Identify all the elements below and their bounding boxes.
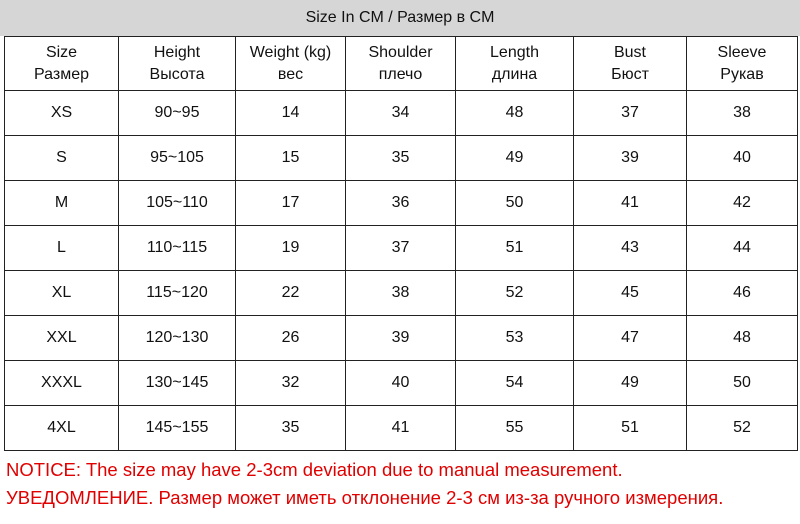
header-line: Length xyxy=(490,43,539,61)
cell: 39 xyxy=(573,135,687,181)
data-row: M 105~110 17 36 50 41 42 xyxy=(4,180,798,226)
column-header: Length длина xyxy=(455,36,574,91)
cell: 38 xyxy=(345,270,456,316)
data-row: 4XL 145~155 35 41 55 51 52 xyxy=(4,405,798,451)
cell: XXL xyxy=(4,315,119,361)
header-line: Shoulder xyxy=(368,43,433,61)
cell: 35 xyxy=(345,135,456,181)
cell: 50 xyxy=(686,360,798,406)
cell: 115~120 xyxy=(118,270,236,316)
cell: 130~145 xyxy=(118,360,236,406)
cell: 40 xyxy=(686,135,798,181)
size-table: Size Размер Height Высота Weight (kg) вес Shou… xyxy=(4,36,798,451)
notice-line: УВЕДОМЛЕНИЕ. Размер может иметь отклонен… xyxy=(6,487,724,508)
cell: 52 xyxy=(455,270,574,316)
data-row: S 95~105 15 35 49 39 40 xyxy=(4,135,798,181)
cell: M xyxy=(4,180,119,226)
cell: 34 xyxy=(345,90,456,136)
column-header: Sleeve Рукав xyxy=(686,36,798,91)
cell: 48 xyxy=(686,315,798,361)
cell: 42 xyxy=(686,180,798,226)
cell: 38 xyxy=(686,90,798,136)
header-line: Бюст xyxy=(611,65,649,83)
header-line: Размер xyxy=(34,65,89,83)
cell: XL xyxy=(4,270,119,316)
cell: 4XL xyxy=(4,405,119,451)
cell: 32 xyxy=(235,360,346,406)
cell: 49 xyxy=(573,360,687,406)
cell: 55 xyxy=(455,405,574,451)
header-line: Рукав xyxy=(720,65,764,83)
column-header: Height Высота xyxy=(118,36,236,91)
cell: 95~105 xyxy=(118,135,236,181)
cell: 50 xyxy=(455,180,574,226)
header-line: плечо xyxy=(378,65,423,83)
notice: NOTICE: The size may have 2-3cm deviatio… xyxy=(6,456,723,512)
cell: 15 xyxy=(235,135,346,181)
cell: 44 xyxy=(686,225,798,271)
data-row: XXXL 130~145 32 40 54 49 50 xyxy=(4,360,798,406)
cell: 43 xyxy=(573,225,687,271)
cell: 35 xyxy=(235,405,346,451)
cell: 48 xyxy=(455,90,574,136)
cell: 45 xyxy=(573,270,687,316)
cell: L xyxy=(4,225,119,271)
column-header: Bust Бюст xyxy=(573,36,687,91)
cell: 51 xyxy=(573,405,687,451)
cell: 14 xyxy=(235,90,346,136)
cell: 40 xyxy=(345,360,456,406)
cell: 26 xyxy=(235,315,346,361)
cell: 120~130 xyxy=(118,315,236,361)
data-row: L 110~115 19 37 51 43 44 xyxy=(4,225,798,271)
cell: 22 xyxy=(235,270,346,316)
cell: 36 xyxy=(345,180,456,226)
cell: XXXL xyxy=(4,360,119,406)
cell: 19 xyxy=(235,225,346,271)
notice-line: NOTICE: The size may have 2-3cm deviatio… xyxy=(6,459,623,480)
cell: 41 xyxy=(573,180,687,226)
header-line: длина xyxy=(491,65,538,83)
cell: 105~110 xyxy=(118,180,236,226)
cell: 17 xyxy=(235,180,346,226)
cell: 37 xyxy=(573,90,687,136)
cell: 39 xyxy=(345,315,456,361)
header-line: Size xyxy=(45,43,78,61)
cell: XS xyxy=(4,90,119,136)
data-row: XXL 120~130 26 39 53 47 48 xyxy=(4,315,798,361)
column-header: Weight (kg) вес xyxy=(235,36,346,91)
cell: 41 xyxy=(345,405,456,451)
header-line: Weight (kg) xyxy=(249,43,332,61)
cell: 145~155 xyxy=(118,405,236,451)
header-line: вес xyxy=(277,65,304,83)
cell: 90~95 xyxy=(118,90,236,136)
cell: 51 xyxy=(455,225,574,271)
cell: 47 xyxy=(573,315,687,361)
header-line: Sleeve xyxy=(717,43,767,61)
data-row: XL 115~120 22 38 52 45 46 xyxy=(4,270,798,316)
cell: 54 xyxy=(455,360,574,406)
column-header: Size Размер xyxy=(4,36,119,91)
header-line: Высота xyxy=(149,65,205,83)
header-line: Bust xyxy=(613,43,646,61)
cell: S xyxy=(4,135,119,181)
column-header: Shoulder плечо xyxy=(345,36,456,91)
header-line: Height xyxy=(153,43,201,61)
data-row: XS 90~95 14 34 48 37 38 xyxy=(4,90,798,136)
table-title: Size In CM / Размер в CM xyxy=(0,0,800,36)
cell: 46 xyxy=(686,270,798,316)
cell: 37 xyxy=(345,225,456,271)
cell: 53 xyxy=(455,315,574,361)
cell: 49 xyxy=(455,135,574,181)
cell: 52 xyxy=(686,405,798,451)
cell: 110~115 xyxy=(118,225,236,271)
header-row: Size Размер Height Высота Weight (kg) вес Shou… xyxy=(4,36,798,91)
